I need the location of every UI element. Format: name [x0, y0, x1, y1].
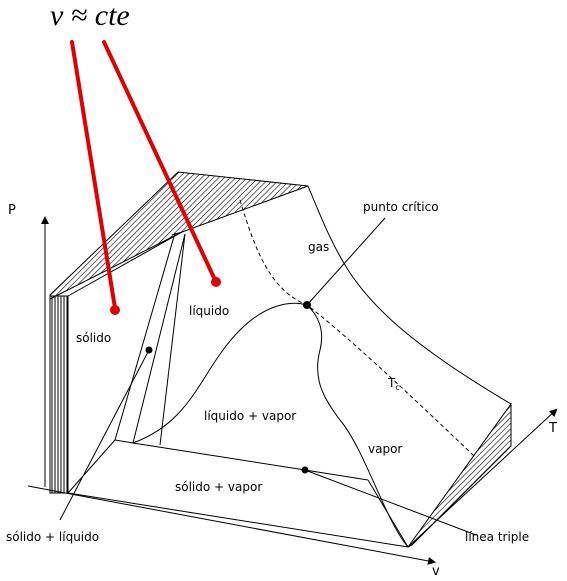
solid-liquid-label: sólido + líquido — [6, 530, 99, 544]
t-axis-label: T — [548, 421, 557, 436]
solid-liquid-lower-edge — [67, 439, 116, 494]
red-pointer-liquid — [102, 40, 218, 284]
region-gas-label: gas — [308, 240, 329, 254]
critical-point-leader — [306, 217, 386, 306]
v-axis — [27, 485, 436, 565]
red-dot-solid — [110, 305, 120, 315]
region-liquid-label: líquido — [189, 304, 229, 318]
solid-top-edge — [67, 231, 183, 297]
v-axis-label: v — [432, 564, 440, 576]
region-solid-label: sólido — [76, 331, 111, 345]
red-dot-liquid — [211, 277, 221, 287]
right-hatched-face — [407, 402, 512, 548]
region-vapor-label: vapor — [368, 442, 402, 456]
critical-isotherm — [239, 199, 475, 457]
critical-point-label: punto crítico — [363, 200, 439, 214]
p-axis-label: P — [8, 203, 16, 218]
triple-line-label: línea triple — [465, 530, 529, 544]
triple-line — [132, 442, 369, 481]
top-hatched-surface — [49, 171, 309, 300]
red-pointer-solid — [70, 40, 117, 310]
upper-gas-boundary — [307, 185, 512, 405]
solid-liquid-leader — [59, 349, 150, 521]
saturated-vapor-curve — [306, 304, 409, 548]
liquid-left-edge — [159, 233, 186, 446]
vapor-base-edge — [367, 479, 409, 548]
solid-liquid-strip — [114, 232, 186, 444]
region-solid-vapor-label: sólido + vapor — [175, 480, 262, 494]
left-hatched-face — [49, 295, 69, 494]
saturated-liquid-curve — [132, 302, 308, 444]
annotation-title: v ≈ cte — [50, 0, 130, 32]
region-liquid-vapor-label: líquido + vapor — [204, 409, 296, 423]
triple-line-leader — [304, 469, 477, 536]
isotherm-label: Tc — [387, 376, 400, 392]
